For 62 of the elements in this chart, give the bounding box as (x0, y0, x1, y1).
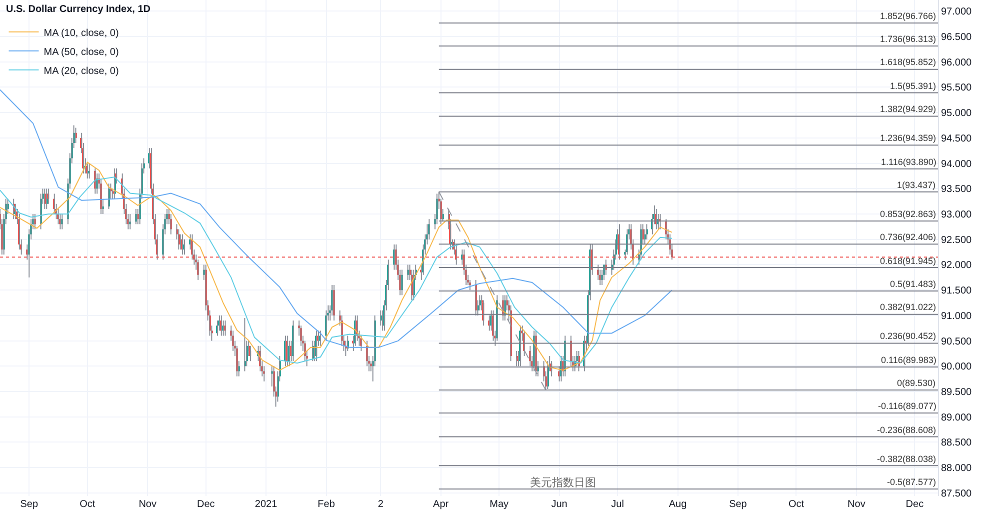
y-tick-label: 88.500 (941, 438, 972, 449)
y-tick-label: 93.000 (941, 210, 972, 221)
series-label: 0.5(91.483) (890, 279, 936, 289)
y-tick-label: 96.000 (941, 57, 972, 68)
x-tick-label: Sep (729, 499, 748, 510)
y-tick-label: 87.500 (941, 488, 972, 500)
x-tick-label: Oct (80, 499, 96, 510)
x-tick-label: Nov (848, 499, 866, 510)
series-label: -0.5(87.577) (887, 477, 936, 487)
legend-label: MA (50, close, 0) (44, 46, 119, 58)
series-label: 1.116(93.890) (881, 157, 936, 167)
y-tick-label: 94.500 (941, 133, 972, 144)
chart-title: U.S. Dollar Currency Index, 1D (6, 4, 150, 15)
x-tick-label: Dec (196, 499, 215, 510)
y-tick-label: 95.000 (941, 108, 972, 120)
line-series (0, 89, 672, 348)
x-tick-label: May (490, 499, 509, 510)
series-label: 0.736(92.406) (880, 232, 936, 242)
series-label: 1.382(94.929) (880, 104, 936, 114)
x-tick-label: Jun (551, 499, 568, 510)
series-label: 0(89.530) (897, 378, 936, 388)
series-label: 1(93.437) (897, 180, 936, 190)
y-tick-label: 93.500 (941, 184, 972, 196)
legend-label: MA (10, close, 0) (44, 28, 119, 39)
y-tick-label: 97.000 (941, 6, 972, 18)
y-tick-label: 94.000 (941, 158, 972, 170)
y-tick-label: 92.000 (941, 260, 972, 272)
x-tick-label: Sep (20, 499, 38, 510)
series-label: 0.618(91.945) (880, 256, 936, 266)
series-label: -0.116(89.077) (878, 401, 936, 411)
annotation: 美元指数日图 (530, 476, 596, 489)
y-tick-label: 96.500 (941, 32, 972, 44)
x-tick-label: Nov (138, 499, 156, 510)
x-tick-label: Feb (318, 499, 336, 510)
y-tick-label: 90.000 (941, 362, 972, 373)
x-tick-label: Jul (611, 499, 624, 510)
series-label: 0.236(90.452) (880, 331, 936, 341)
series-label: 1.618(95.852) (880, 57, 936, 67)
series-label: -0.382(88.038) (877, 454, 936, 464)
series-label: 1.736(96.313) (880, 34, 936, 44)
legend-label: MA (20, close, 0) (44, 66, 119, 77)
series-label: 1.236(94.359) (880, 133, 936, 143)
series-label: 0.382(91.022) (880, 302, 936, 312)
series-label: 1.5(95.391) (890, 81, 936, 91)
y-tick-label: 89.500 (941, 387, 972, 398)
x-tick-label: Apr (433, 499, 450, 510)
y-tick-label: 91.500 (941, 286, 972, 297)
series-label: 1.852(96.766) (880, 11, 936, 21)
series-label: 0.853(92.863) (880, 209, 936, 219)
x-tick-label: 2 (378, 499, 384, 510)
y-tick-label: 95.500 (941, 82, 972, 94)
y-tick-label: 89.000 (941, 412, 972, 424)
y-tick-label: 88.000 (941, 463, 972, 474)
series-label: -0.236(88.608) (877, 425, 936, 435)
x-tick-label: Aug (668, 499, 687, 510)
y-tick-label: 92.500 (941, 234, 972, 246)
series-label: 0.116(89.983) (881, 355, 936, 365)
y-tick-label: 91.000 (941, 310, 972, 322)
y-tick-label: 90.500 (941, 336, 972, 348)
x-tick-label: Oct (788, 499, 804, 510)
x-tick-label: Dec (906, 499, 924, 510)
x-tick-label: 2021 (254, 499, 278, 510)
